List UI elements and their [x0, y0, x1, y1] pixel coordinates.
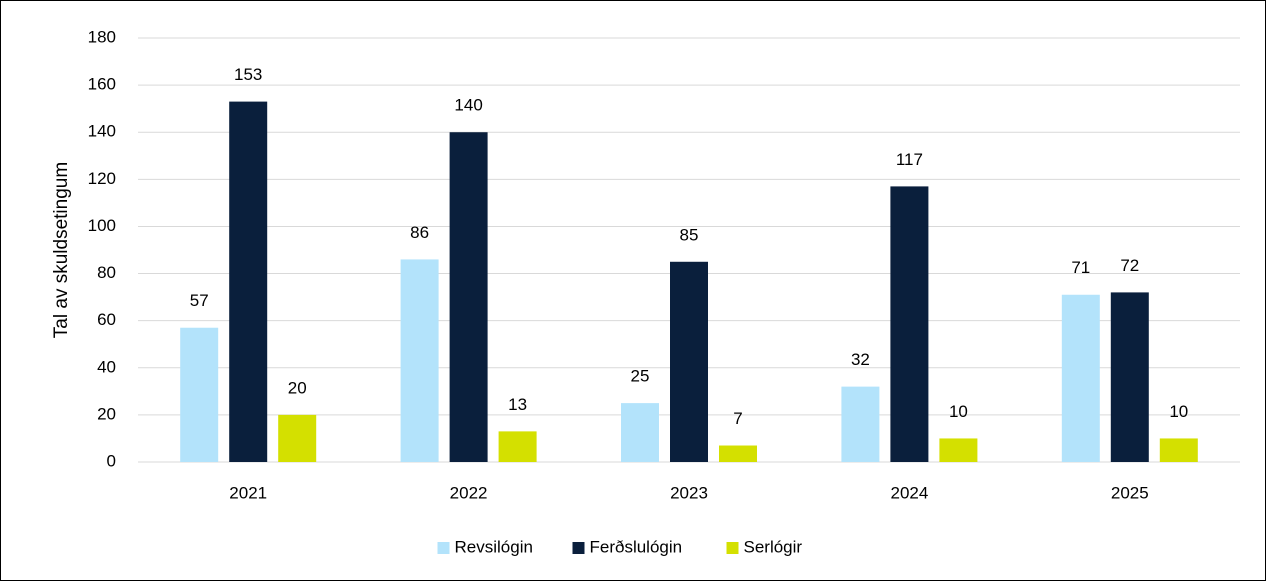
data-label: 10	[949, 402, 968, 421]
y-tick-label: 100	[88, 216, 116, 235]
y-axis-label: Tal av skuldsetingum	[51, 162, 72, 338]
legend-swatch	[437, 542, 450, 554]
y-tick-label: 0	[107, 451, 116, 470]
data-label: 7	[733, 409, 742, 428]
x-tick-label: 2021	[229, 483, 267, 502]
legend-swatch	[572, 542, 585, 554]
data-label: 25	[631, 367, 650, 386]
data-label: 10	[1169, 402, 1188, 421]
bar	[180, 327, 219, 462]
legend-label: Revsilógin	[455, 537, 533, 556]
bar	[1110, 292, 1149, 462]
x-tick-label: 2024	[890, 483, 928, 502]
bar	[670, 261, 708, 462]
data-label: 117	[896, 150, 923, 169]
bar	[498, 431, 537, 462]
data-label: 140	[454, 96, 482, 115]
data-label: 57	[190, 291, 209, 310]
bar	[278, 414, 317, 462]
y-tick-label: 40	[97, 357, 116, 376]
data-label: 153	[234, 65, 262, 84]
y-tick-label: 140	[88, 122, 116, 141]
x-tick-label: 2023	[670, 483, 708, 502]
bar	[400, 259, 439, 462]
x-tick-label: 2022	[450, 483, 488, 502]
legend-label: Ferðslulógin	[590, 537, 683, 556]
bar	[621, 403, 659, 462]
legend-label: Serlógir	[744, 537, 803, 556]
bar	[719, 445, 757, 462]
data-label: 72	[1120, 256, 1139, 275]
data-label: 86	[410, 223, 429, 242]
legend-swatch	[726, 542, 739, 554]
bar	[841, 386, 880, 462]
data-label: 85	[680, 225, 699, 244]
data-label: 13	[508, 395, 527, 414]
y-tick-label: 60	[97, 310, 116, 329]
bar	[449, 132, 488, 462]
data-label: 20	[288, 378, 307, 397]
bar	[229, 101, 268, 462]
data-label: 32	[851, 350, 870, 369]
y-tick-label: 20	[97, 404, 116, 423]
y-tick-label: 120	[88, 169, 116, 188]
bar	[1159, 438, 1198, 462]
y-tick-label: 80	[97, 263, 116, 282]
data-label: 71	[1071, 258, 1090, 277]
bar	[890, 186, 929, 462]
y-tick-label: 160	[88, 75, 116, 94]
bar	[939, 438, 978, 462]
y-tick-label: 180	[88, 27, 116, 46]
bar	[1061, 294, 1100, 462]
x-tick-label: 2025	[1111, 483, 1149, 502]
